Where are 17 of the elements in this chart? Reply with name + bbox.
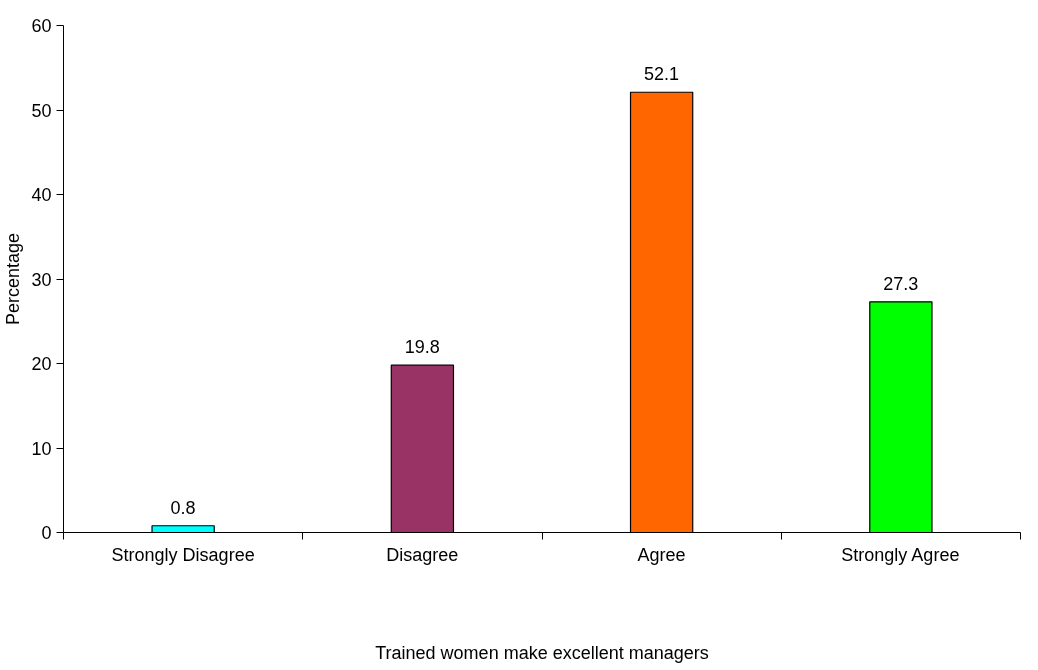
y-tick-label: 30 bbox=[31, 269, 52, 290]
y-axis-title: Percentage bbox=[3, 232, 24, 326]
data-label: 19.8 bbox=[404, 337, 440, 358]
x-tick-label: Strongly Agree bbox=[841, 544, 960, 565]
data-label: 0.8 bbox=[170, 497, 196, 518]
y-tick-label: 0 bbox=[41, 523, 52, 543]
y-tick-label: 20 bbox=[31, 354, 52, 374]
y-tick-label: 40 bbox=[31, 185, 52, 205]
data-label: 52.1 bbox=[644, 64, 680, 85]
data-label: 27.3 bbox=[883, 273, 919, 294]
y-tick-label: 60 bbox=[31, 16, 52, 36]
x-tick-label: Agree bbox=[637, 544, 686, 565]
x-axis-title: Trained women make excellent managers bbox=[375, 642, 709, 663]
x-tick-label: Strongly Disagree bbox=[111, 544, 255, 565]
y-tick-label: 10 bbox=[31, 438, 52, 459]
x-tick-label: Disagree bbox=[386, 544, 459, 565]
y-tick-label: 50 bbox=[31, 100, 52, 121]
